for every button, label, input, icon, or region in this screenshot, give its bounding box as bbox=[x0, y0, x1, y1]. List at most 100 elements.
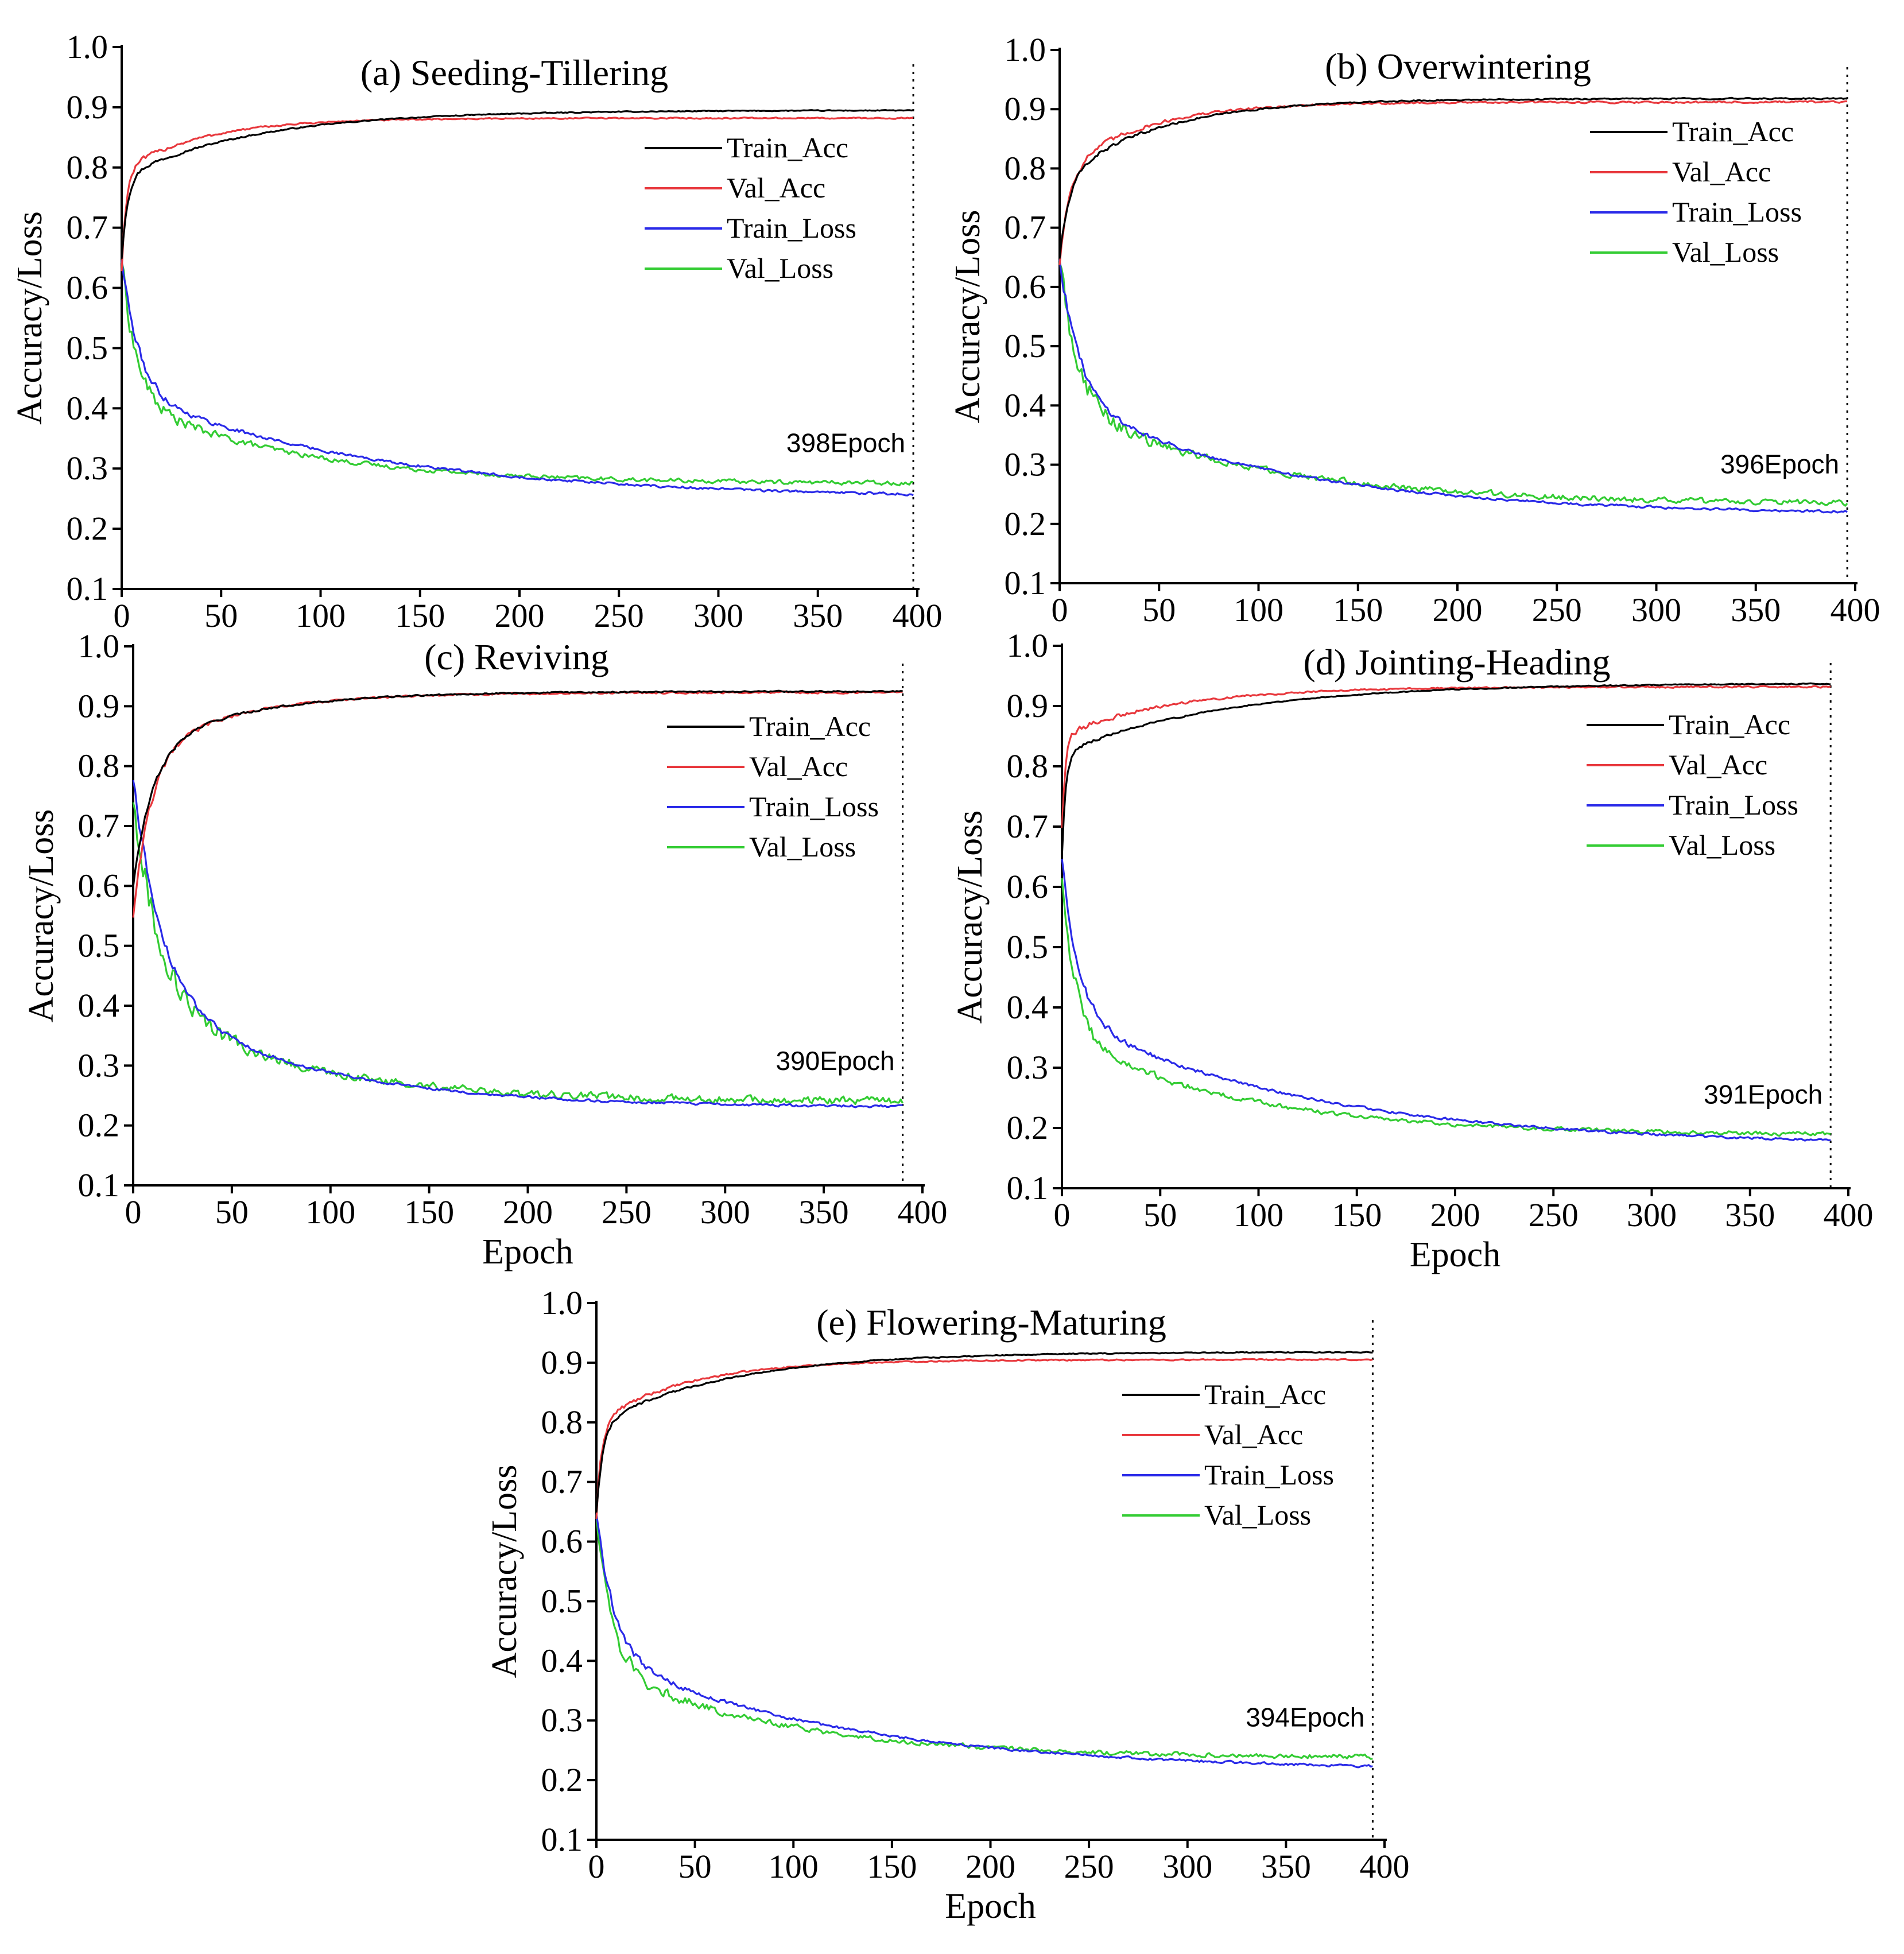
legend-label: Val_Acc bbox=[1204, 1418, 1303, 1451]
stop-epoch-label: 390Epoch bbox=[775, 1046, 894, 1076]
legend-label: Val_Loss bbox=[1669, 829, 1775, 861]
legend-label: Val_Acc bbox=[1672, 156, 1771, 188]
legend-label: Val_Loss bbox=[727, 252, 833, 284]
x-tick-label: 200 bbox=[495, 597, 545, 634]
x-tick-label: 400 bbox=[898, 1193, 948, 1231]
y-axis-label: Accuracy/Loss bbox=[10, 211, 49, 425]
x-tick-label: 250 bbox=[602, 1193, 652, 1231]
y-tick-label: 0.8 bbox=[541, 1404, 583, 1441]
y-tick-label: 0.7 bbox=[1007, 808, 1049, 845]
y-tick-label: 0.8 bbox=[78, 747, 120, 785]
y-axis-label: Accuracy/Loss bbox=[951, 811, 990, 1024]
x-tick-label: 300 bbox=[693, 597, 743, 634]
y-tick-label: 0.7 bbox=[1005, 209, 1046, 246]
x-tick-label: 250 bbox=[1529, 1196, 1579, 1234]
legend-label: Train_Acc bbox=[1204, 1378, 1326, 1410]
x-tick-label: 0 bbox=[125, 1193, 142, 1231]
legend-label: Train_Acc bbox=[1669, 708, 1790, 740]
x-tick-label: 400 bbox=[1360, 1848, 1410, 1885]
x-axis-label: Epoch bbox=[1410, 1235, 1500, 1274]
y-tick-label: 0.6 bbox=[541, 1523, 583, 1560]
y-tick-label: 1.0 bbox=[78, 627, 120, 665]
legend-label: Val_Loss bbox=[749, 831, 856, 863]
y-tick-label: 0.3 bbox=[1007, 1049, 1049, 1086]
series-line-train-loss bbox=[132, 780, 903, 1108]
legend-label: Train_Loss bbox=[727, 212, 856, 244]
x-tick-label: 400 bbox=[1824, 1196, 1874, 1234]
x-tick-label: 400 bbox=[1831, 591, 1880, 629]
y-tick-label: 0.9 bbox=[1005, 90, 1046, 127]
y-tick-label: 0.4 bbox=[1005, 386, 1046, 424]
y-tick-label: 0.5 bbox=[78, 927, 120, 964]
legend-label: Train_Acc bbox=[1672, 115, 1794, 148]
y-tick-label: 0.4 bbox=[67, 389, 108, 427]
x-tick-label: 0 bbox=[114, 597, 130, 634]
stop-epoch-label: 398Epoch bbox=[786, 428, 905, 458]
series-line-val-loss bbox=[1058, 262, 1848, 507]
x-tick-label: 50 bbox=[1143, 1196, 1177, 1234]
y-tick-label: 0.5 bbox=[1007, 928, 1049, 966]
y-tick-label: 1.0 bbox=[67, 28, 108, 65]
x-tick-label: 300 bbox=[1631, 591, 1681, 629]
x-tick-label: 200 bbox=[965, 1848, 1015, 1885]
y-tick-label: 0.1 bbox=[1005, 564, 1046, 602]
chart-panel-0: 0.1 0.2 0.3 0.4 0.5 0.6 0.7 0.8 0.9 1.0 0 50 100 150 2… bbox=[10, 28, 943, 634]
x-tick-label: 0 bbox=[588, 1848, 605, 1885]
y-axis-label: Accuracy/Loss bbox=[22, 809, 61, 1023]
series-line-val-loss bbox=[132, 802, 904, 1106]
x-tick-label: 150 bbox=[404, 1193, 454, 1231]
y-tick-label: 0.6 bbox=[1007, 868, 1049, 905]
chart-title: (d) Jointing-Heading bbox=[1304, 642, 1611, 683]
y-tick-label: 0.1 bbox=[78, 1166, 120, 1204]
series-line-val-acc bbox=[1061, 685, 1831, 828]
y-axis-label: Accuracy/Loss bbox=[485, 1465, 524, 1678]
x-tick-label: 350 bbox=[1261, 1848, 1311, 1885]
chart-panel-2: 0.1 0.2 0.3 0.4 0.5 0.6 0.7 0.8 0.9 1.0 0 50 100 150 2… bbox=[22, 627, 948, 1271]
y-tick-label: 0.9 bbox=[1007, 687, 1049, 724]
y-tick-label: 0.8 bbox=[67, 149, 108, 186]
y-tick-label: 0.2 bbox=[1005, 505, 1046, 542]
y-tick-label: 0.4 bbox=[78, 987, 120, 1024]
chart-title: (b) Overwintering bbox=[1325, 46, 1591, 87]
x-tick-label: 350 bbox=[793, 597, 843, 634]
chart-title: (c) Reviving bbox=[424, 637, 609, 677]
y-tick-label: 0.8 bbox=[1005, 149, 1046, 187]
legend-label: Val_Loss bbox=[1204, 1499, 1311, 1531]
series-line-train-acc bbox=[121, 109, 914, 259]
series-line-train-loss bbox=[1058, 259, 1848, 514]
y-tick-label: 0.2 bbox=[78, 1107, 120, 1144]
chart-panel-3: 0.1 0.2 0.3 0.4 0.5 0.6 0.7 0.8 0.9 1.0 0 50 100 150 2… bbox=[951, 627, 1874, 1274]
series-line-val-acc bbox=[1058, 100, 1848, 265]
x-tick-label: 100 bbox=[1234, 591, 1283, 629]
y-tick-label: 0.5 bbox=[541, 1582, 583, 1619]
series-line-val-loss bbox=[1061, 878, 1831, 1137]
y-tick-label: 0.1 bbox=[1007, 1169, 1049, 1207]
y-tick-label: 0.3 bbox=[1005, 446, 1046, 483]
x-tick-label: 0 bbox=[1054, 1196, 1071, 1234]
x-tick-label: 250 bbox=[1532, 591, 1582, 629]
legend-label: Val_Loss bbox=[1672, 236, 1779, 268]
y-tick-label: 0.2 bbox=[1007, 1109, 1049, 1146]
x-tick-label: 350 bbox=[1731, 591, 1781, 629]
y-tick-label: 0.3 bbox=[541, 1701, 583, 1739]
y-tick-label: 0.8 bbox=[1007, 747, 1049, 785]
series-line-val-acc bbox=[121, 117, 914, 272]
legend-label: Train_Loss bbox=[749, 790, 879, 823]
x-tick-label: 100 bbox=[769, 1848, 819, 1885]
x-tick-label: 200 bbox=[1430, 1196, 1480, 1234]
chart-panel-4: 0.1 0.2 0.3 0.4 0.5 0.6 0.7 0.8 0.9 1.0 0 50 100 150 2… bbox=[485, 1284, 1410, 1926]
y-tick-label: 0.7 bbox=[541, 1463, 583, 1501]
legend-label: Train_Loss bbox=[1204, 1459, 1334, 1491]
x-tick-label: 50 bbox=[204, 597, 238, 634]
series-line-train-loss bbox=[595, 1513, 1373, 1769]
x-tick-label: 100 bbox=[296, 597, 346, 634]
x-tick-label: 350 bbox=[1725, 1196, 1775, 1234]
y-tick-label: 0.1 bbox=[541, 1821, 583, 1858]
y-tick-label: 0.5 bbox=[1005, 327, 1046, 365]
x-tick-label: 250 bbox=[594, 597, 644, 634]
x-tick-label: 250 bbox=[1064, 1848, 1114, 1885]
legend-label: Train_Acc bbox=[727, 131, 848, 164]
x-tick-label: 100 bbox=[1234, 1196, 1283, 1234]
y-tick-label: 0.4 bbox=[541, 1642, 583, 1679]
x-tick-label: 300 bbox=[1627, 1196, 1677, 1234]
